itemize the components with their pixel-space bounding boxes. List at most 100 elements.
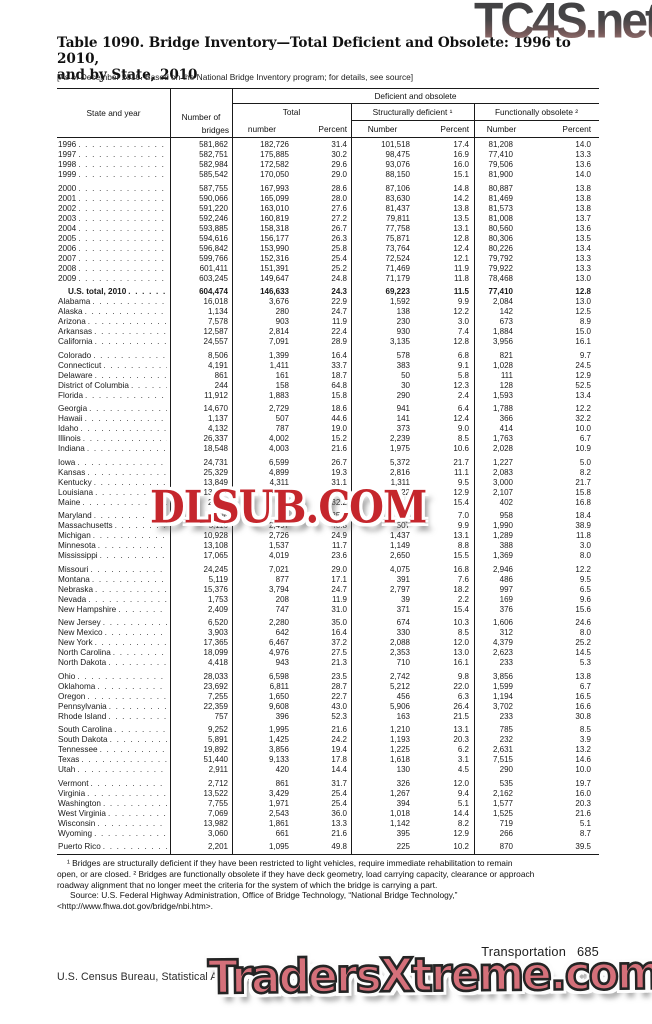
cell: 16.9 <box>453 150 469 159</box>
table-row: Nevada 1,753 208 11.9 39 2.2 169 9.6 <box>57 595 599 605</box>
cell: 28.0 <box>331 193 347 203</box>
cell: 13.1 <box>453 223 469 233</box>
cell: 16.5 <box>575 691 591 701</box>
row-label: New York <box>57 638 170 648</box>
cell: 27.5 <box>331 648 347 657</box>
row-label: Washington <box>57 799 170 809</box>
cell: 861 <box>214 370 228 380</box>
cell: 9,252 <box>207 725 228 734</box>
dot-leader <box>105 628 167 638</box>
cell: 81,008 <box>488 213 513 223</box>
cell: 9.8 <box>457 671 469 681</box>
cell: 930 <box>396 327 410 336</box>
cell: 2,650 <box>389 551 410 560</box>
cell: 25,329 <box>203 467 228 477</box>
cell: 2,631 <box>492 745 513 754</box>
row-label: Florida <box>57 391 170 401</box>
dot-leader <box>103 618 167 628</box>
cell: 1,753 <box>207 594 228 604</box>
cell: 31.7 <box>331 778 347 788</box>
cell: 757 <box>214 711 228 721</box>
cell: 39.5 <box>575 842 591 851</box>
cell: 27.6 <box>331 203 347 213</box>
cell: 17.1 <box>331 574 347 584</box>
cell: 14.4 <box>331 765 347 774</box>
table-row: U.S. total, 2010 604,474 146,633 24.3 69,223… <box>57 287 599 297</box>
cell: 30.2 <box>331 150 347 159</box>
cell: 3,676 <box>268 297 289 306</box>
cell: 8.0 <box>579 551 591 560</box>
rule-under-deficient-obsolete <box>232 103 599 104</box>
footnotes: ¹ Bridges are structurally deficient if … <box>57 858 599 912</box>
cell: 13,108 <box>203 541 228 550</box>
dot-leader <box>78 274 167 284</box>
cell: 77,410 <box>488 150 513 159</box>
dot-leader <box>113 648 167 658</box>
cell: 15.6 <box>575 604 591 614</box>
cell: 165,099 <box>260 193 289 203</box>
header-functionally-obsolete: Functionally obsolete ² <box>494 107 578 117</box>
cell: 13.6 <box>575 223 591 233</box>
cell: 582,984 <box>199 160 228 169</box>
cell: 8.0 <box>579 628 591 637</box>
row-label: Mississippi <box>57 551 170 561</box>
cell: 24.5 <box>575 360 591 370</box>
cell: 72,524 <box>385 253 410 263</box>
dot-leader <box>83 434 167 444</box>
cell: 161 <box>275 370 289 380</box>
footer-section: Transportation <box>481 944 567 959</box>
cell: 98,475 <box>385 150 410 159</box>
cell: 3.0 <box>457 317 469 326</box>
bridge-inventory-table: State and year Number of bridges Deficie… <box>57 88 599 858</box>
cell: 1,137 <box>207 414 228 423</box>
cell: 599,766 <box>199 253 228 263</box>
cell: 12.8 <box>453 337 469 346</box>
cell: 13.6 <box>575 160 591 169</box>
cell: 1,095 <box>268 842 289 851</box>
row-label: 2001 <box>57 194 170 204</box>
cell: 13,522 <box>203 788 228 798</box>
dot-leader <box>108 658 167 668</box>
cell: 578 <box>396 350 410 360</box>
cell: 88,150 <box>385 170 410 179</box>
dot-leader <box>88 595 167 605</box>
cell: 10.0 <box>575 765 591 774</box>
cell: 383 <box>396 360 410 370</box>
cell: 594,616 <box>199 233 228 243</box>
dot-leader <box>88 317 167 327</box>
cell: 33.7 <box>331 360 347 370</box>
table-row: South Dakota 5,891 1,425 24.2 1,193 20.3 232 3.… <box>57 735 599 745</box>
cell: 535 <box>499 778 513 788</box>
cell: 81,437 <box>385 203 410 213</box>
cell: 35.0 <box>331 618 347 627</box>
cell: 2,028 <box>492 444 513 453</box>
dot-leader <box>114 725 167 735</box>
cell: 81,573 <box>488 203 513 213</box>
cell: 12.8 <box>575 287 591 296</box>
row-label: Georgia <box>57 404 170 414</box>
cell: 9.1 <box>457 360 469 370</box>
row-label: Texas <box>57 755 170 765</box>
cell: 9.9 <box>457 297 469 306</box>
cell: 232 <box>499 735 513 744</box>
cell: 17.4 <box>453 140 469 149</box>
cell: 414 <box>499 424 513 433</box>
cell: 29.0 <box>331 170 347 179</box>
cell: 4,976 <box>268 648 289 657</box>
cell: 24,245 <box>203 564 228 574</box>
cell: 5,372 <box>389 457 410 467</box>
cell: 1,599 <box>492 681 513 691</box>
cell: 16.8 <box>453 564 469 574</box>
cell: 1,971 <box>268 798 289 808</box>
dot-leader <box>97 682 167 692</box>
cell: 997 <box>499 584 513 594</box>
cell: 1,995 <box>268 725 289 734</box>
header-sd-number: Number <box>367 124 398 134</box>
row-label: Kentucky <box>57 478 170 488</box>
cell: 11.5 <box>453 287 469 296</box>
cell: 9.4 <box>457 788 469 798</box>
cell: 16.1 <box>575 337 591 346</box>
table-row: Tennessee 19,892 3,856 19.4 1,225 6.2 2,631 13.… <box>57 745 599 755</box>
dot-leader <box>78 194 167 204</box>
dot-leader <box>128 287 167 297</box>
